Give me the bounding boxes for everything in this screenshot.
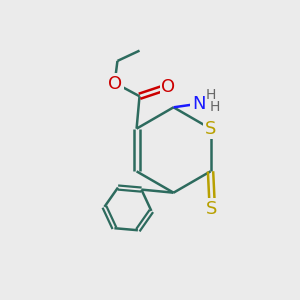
Text: H: H bbox=[210, 100, 220, 114]
Text: O: O bbox=[108, 75, 122, 93]
Text: S: S bbox=[205, 120, 216, 138]
Text: H: H bbox=[206, 88, 216, 102]
Text: O: O bbox=[161, 78, 175, 96]
Text: S: S bbox=[206, 200, 218, 218]
Text: N: N bbox=[192, 95, 205, 113]
